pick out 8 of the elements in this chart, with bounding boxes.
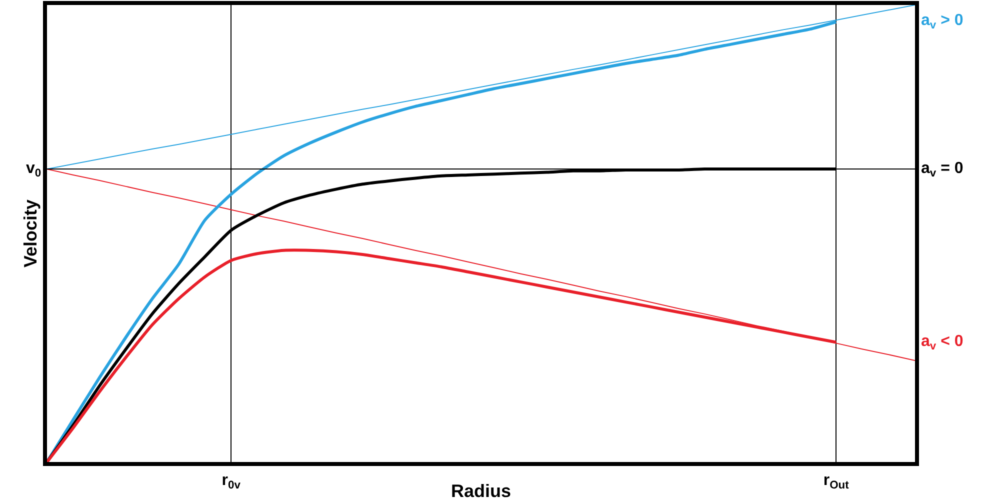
text: a$_{v}$ = 0 xyxy=(921,160,964,180)
text: a$_{v}$ < 0 xyxy=(921,333,964,352)
x-tick-label: r$_{0v}$ xyxy=(222,472,242,492)
x-axis-title: Radius xyxy=(450,481,512,501)
y-axis-title: Velocity xyxy=(20,199,41,268)
ref-line-label: v$_{0}$ xyxy=(26,160,42,180)
text: a$_{v}$ > 0 xyxy=(921,12,964,32)
x-tick-label: r$_{Out}$ xyxy=(823,472,850,492)
